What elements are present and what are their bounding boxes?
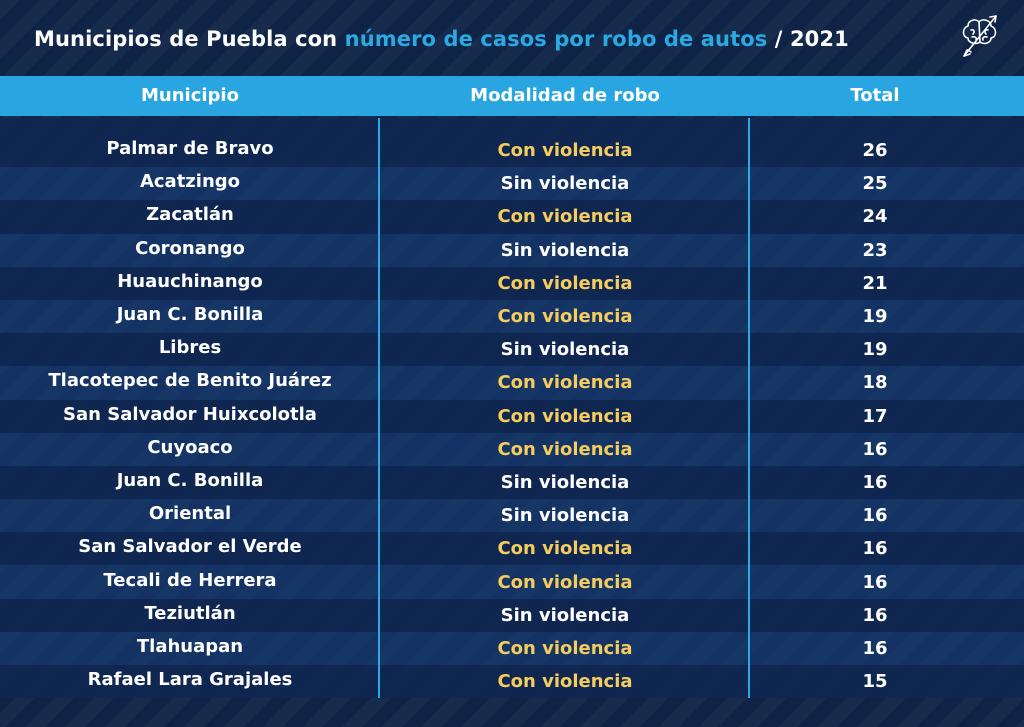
table-header: Municipio Modalidad de robo Total xyxy=(0,76,1024,116)
brain-icon xyxy=(962,15,997,57)
cell-municipio: Coronango xyxy=(0,234,380,267)
cell-modalidad: Con violencia xyxy=(497,637,633,659)
cell-municipio: Tlahuapan xyxy=(0,632,380,665)
title-part2: / 2021 xyxy=(767,27,849,51)
table-row: Palmar de Bravo Con violencia 26 xyxy=(0,134,1024,168)
cell-municipio: Tlacotepec de Benito Juárez xyxy=(0,366,380,399)
cell-total: 16 xyxy=(862,604,888,626)
municipio-label: Oriental xyxy=(148,503,232,525)
municipio-label: Juan C. Bonilla xyxy=(116,469,264,491)
municipio-label: Acatzingo xyxy=(139,171,241,193)
municipio-label: Cuyoaco xyxy=(147,436,233,458)
cell-total: 19 xyxy=(862,306,888,328)
cell-modalidad: Sin violencia xyxy=(500,604,630,626)
cell-total: 16 xyxy=(862,538,888,560)
column-header-municipio: Municipio xyxy=(141,85,239,106)
cell-total: 16 xyxy=(862,438,888,460)
cell-municipio: Zacatlán xyxy=(0,200,380,233)
cell-municipio: Cuyoaco xyxy=(0,433,380,466)
cell-total: 16 xyxy=(862,637,888,659)
title-highlight: número de casos por robo de autos xyxy=(344,27,768,51)
municipio-label: San Salvador el Verde xyxy=(78,536,302,558)
cell-municipio: Juan C. Bonilla xyxy=(0,466,380,499)
cell-total: 15 xyxy=(862,671,888,693)
page-title: Municipios de Puebla con número de casos… xyxy=(34,22,964,56)
cell-modalidad: Con violencia xyxy=(497,140,633,162)
table-row: Rafael Lara Grajales Con violencia 15 xyxy=(0,665,1024,699)
cell-total: 26 xyxy=(862,140,888,162)
cell-municipio: Palmar de Bravo xyxy=(0,134,380,167)
table-row: Tecali de Herrera Con violencia 16 xyxy=(0,565,1024,599)
cell-total: 16 xyxy=(862,505,888,527)
cell-municipio: San Salvador el Verde xyxy=(0,532,380,565)
cell-modalidad: Con violencia xyxy=(497,405,633,427)
cell-total: 25 xyxy=(862,173,888,195)
municipio-label: Tecali de Herrera xyxy=(103,569,277,591)
cell-modalidad: Con violencia xyxy=(497,671,633,693)
table-row: San Salvador el Verde Con violencia 16 xyxy=(0,532,1024,566)
cell-municipio: Tecali de Herrera xyxy=(0,565,380,598)
table-row: Acatzingo Sin violencia 25 xyxy=(0,167,1024,201)
municipio-label: Libres xyxy=(158,337,222,359)
cell-municipio: Huauchinango xyxy=(0,267,380,300)
cell-total: 24 xyxy=(862,206,888,228)
cell-total: 19 xyxy=(862,339,888,361)
cell-total: 21 xyxy=(862,272,888,294)
cell-modalidad: Sin violencia xyxy=(500,339,630,361)
table-body: Palmar de Bravo Con violencia 26 Acatzingo S… xyxy=(0,118,1024,699)
column-divider xyxy=(378,118,380,698)
table-row: San Salvador Huixcolotla Con violencia 17 xyxy=(0,399,1024,433)
cell-modalidad: Con violencia xyxy=(497,571,633,593)
table-row: Zacatlán Con violencia 24 xyxy=(0,200,1024,234)
title-part1: Municipios de Puebla con xyxy=(34,27,345,51)
municipio-label: San Salvador Huixcolotla xyxy=(63,403,317,425)
table-row: Teziutlán Sin violencia 16 xyxy=(0,598,1024,632)
table-row: Cuyoaco Con violencia 16 xyxy=(0,432,1024,466)
cell-municipio: Teziutlán xyxy=(0,599,380,632)
cell-modalidad: Con violencia xyxy=(497,538,633,560)
cell-municipio: Libres xyxy=(0,333,380,366)
table-row: Tlahuapan Con violencia 16 xyxy=(0,631,1024,665)
cell-municipio: Rafael Lara Grajales xyxy=(0,665,380,698)
cell-total: 23 xyxy=(862,239,888,261)
table-row: Tlacotepec de Benito Juárez Con violencia… xyxy=(0,366,1024,400)
municipio-label: Palmar de Bravo xyxy=(106,138,274,160)
cell-municipio: Oriental xyxy=(0,499,380,532)
cell-total: 18 xyxy=(862,372,888,394)
cell-modalidad: Sin violencia xyxy=(500,471,630,493)
column-header-modalidad: Modalidad de robo xyxy=(470,85,660,106)
municipio-label: Juan C. Bonilla xyxy=(116,304,264,326)
cell-municipio: Juan C. Bonilla xyxy=(0,300,380,333)
column-header-total: Total xyxy=(850,85,900,106)
table-row: Coronango Sin violencia 23 xyxy=(0,233,1024,267)
cell-modalidad: Con violencia xyxy=(497,272,633,294)
municipio-label: Rafael Lara Grajales xyxy=(87,669,293,691)
municipio-label: Teziutlán xyxy=(144,602,236,624)
cell-total: 16 xyxy=(862,471,888,493)
cell-modalidad: Sin violencia xyxy=(500,239,630,261)
cell-modalidad: Sin violencia xyxy=(500,173,630,195)
table-row: Huauchinango Con violencia 21 xyxy=(0,266,1024,300)
table-row: Juan C. Bonilla Sin violencia 16 xyxy=(0,465,1024,500)
municipio-label: Coronango xyxy=(135,237,245,259)
column-divider xyxy=(748,118,750,698)
table-row: Libres Sin violencia 19 xyxy=(0,333,1024,367)
municipio-label: Tlahuapan xyxy=(136,635,244,657)
municipio-label: Huauchinango xyxy=(117,270,263,292)
cell-modalidad: Sin violencia xyxy=(500,505,630,527)
table-top-padding xyxy=(0,118,1024,134)
cell-modalidad: Con violencia xyxy=(497,306,633,328)
cell-municipio: Acatzingo xyxy=(0,167,380,200)
table-row: Juan C. Bonilla Con violencia 19 xyxy=(0,299,1024,334)
table-row: Oriental Sin violencia 16 xyxy=(0,499,1024,533)
cell-modalidad: Con violencia xyxy=(497,372,633,394)
cell-total: 17 xyxy=(862,405,888,427)
municipio-label: Zacatlán xyxy=(146,204,234,226)
municipio-label: Tlacotepec de Benito Juárez xyxy=(48,370,332,392)
cell-municipio: San Salvador Huixcolotla xyxy=(0,400,380,433)
cell-modalidad: Con violencia xyxy=(497,438,633,460)
cell-total: 16 xyxy=(862,571,888,593)
cell-modalidad: Con violencia xyxy=(497,206,633,228)
